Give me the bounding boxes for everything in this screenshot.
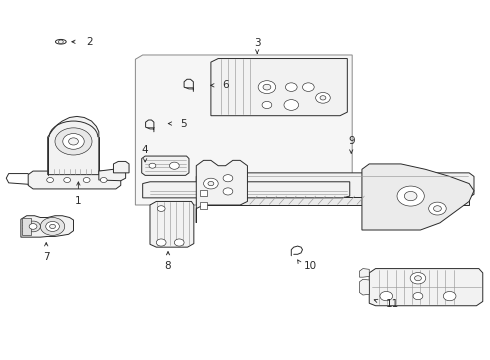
- Circle shape: [100, 177, 107, 183]
- Polygon shape: [143, 182, 350, 198]
- Circle shape: [404, 192, 417, 201]
- Polygon shape: [135, 55, 352, 205]
- Circle shape: [415, 276, 421, 281]
- Circle shape: [429, 202, 446, 215]
- Circle shape: [208, 181, 214, 186]
- Polygon shape: [196, 197, 469, 205]
- Circle shape: [64, 177, 71, 183]
- Ellipse shape: [55, 40, 66, 44]
- Text: 4: 4: [142, 145, 148, 155]
- Polygon shape: [196, 160, 247, 223]
- Polygon shape: [48, 116, 99, 175]
- Circle shape: [316, 93, 330, 103]
- Polygon shape: [142, 156, 189, 175]
- Circle shape: [170, 162, 179, 169]
- Polygon shape: [28, 171, 121, 189]
- Polygon shape: [196, 173, 474, 198]
- Circle shape: [434, 206, 441, 211]
- Circle shape: [83, 177, 90, 183]
- Polygon shape: [369, 269, 483, 306]
- Circle shape: [47, 177, 53, 183]
- Circle shape: [262, 102, 272, 109]
- Circle shape: [223, 188, 233, 195]
- Text: 6: 6: [222, 80, 229, 90]
- Circle shape: [413, 293, 423, 300]
- Polygon shape: [114, 161, 129, 173]
- Circle shape: [49, 224, 55, 229]
- Circle shape: [26, 221, 40, 232]
- Circle shape: [223, 175, 233, 182]
- Circle shape: [174, 239, 184, 246]
- Text: 9: 9: [348, 136, 355, 146]
- Polygon shape: [362, 164, 474, 230]
- Text: 5: 5: [180, 118, 186, 129]
- Circle shape: [46, 221, 59, 231]
- Circle shape: [284, 100, 298, 111]
- Text: 1: 1: [75, 196, 82, 206]
- Text: 11: 11: [386, 299, 399, 309]
- Bar: [22, 218, 30, 235]
- Circle shape: [157, 206, 165, 211]
- Circle shape: [286, 83, 297, 91]
- Polygon shape: [99, 169, 125, 181]
- Circle shape: [63, 134, 84, 149]
- Circle shape: [443, 292, 456, 301]
- Circle shape: [58, 40, 63, 44]
- Polygon shape: [21, 216, 74, 237]
- Bar: [200, 202, 207, 208]
- Circle shape: [69, 138, 78, 145]
- Circle shape: [55, 128, 92, 155]
- Circle shape: [410, 273, 426, 284]
- Circle shape: [149, 163, 156, 168]
- Circle shape: [40, 217, 65, 235]
- Circle shape: [258, 81, 276, 94]
- Text: 8: 8: [165, 261, 172, 271]
- Circle shape: [29, 224, 37, 229]
- Circle shape: [263, 84, 271, 90]
- Circle shape: [203, 178, 218, 189]
- Text: 10: 10: [303, 261, 317, 271]
- Circle shape: [302, 83, 314, 91]
- Bar: [200, 190, 207, 196]
- Circle shape: [156, 239, 166, 246]
- Polygon shape: [211, 59, 347, 116]
- Polygon shape: [360, 279, 369, 295]
- Polygon shape: [150, 202, 194, 247]
- Circle shape: [320, 96, 326, 100]
- Text: 7: 7: [43, 252, 49, 262]
- Circle shape: [380, 292, 392, 301]
- Circle shape: [397, 186, 424, 206]
- Polygon shape: [360, 269, 369, 277]
- Text: 3: 3: [254, 38, 261, 48]
- Text: 2: 2: [87, 37, 93, 47]
